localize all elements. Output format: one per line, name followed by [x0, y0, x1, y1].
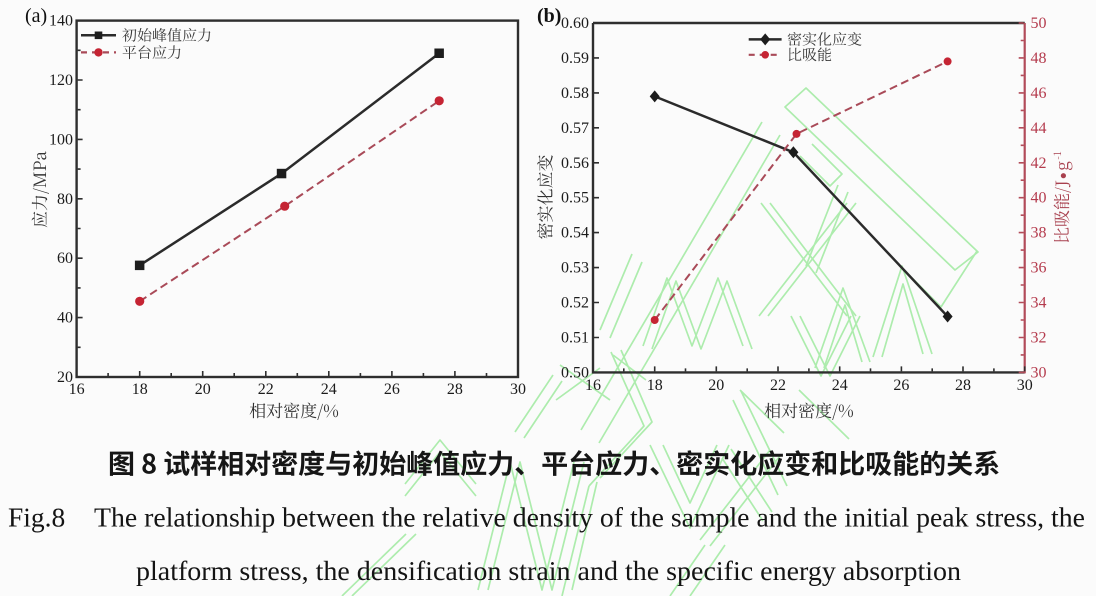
- svg-text:0.58: 0.58: [561, 85, 589, 102]
- svg-text:20: 20: [195, 381, 211, 398]
- svg-text:0.53: 0.53: [561, 260, 589, 277]
- svg-text:16: 16: [585, 377, 601, 394]
- svg-text:18: 18: [647, 377, 663, 394]
- svg-text:40: 40: [57, 310, 73, 327]
- svg-text:30: 30: [1017, 377, 1033, 394]
- svg-text:0.54: 0.54: [561, 225, 589, 242]
- svg-text:0.56: 0.56: [561, 155, 589, 172]
- svg-text:36: 36: [1031, 260, 1047, 277]
- svg-text:24: 24: [832, 377, 848, 394]
- svg-text:22: 22: [770, 377, 786, 394]
- svg-text:60: 60: [57, 250, 73, 267]
- svg-text:The relationship between the r: The relationship between the relative de…: [94, 502, 1085, 533]
- svg-text:80: 80: [57, 191, 73, 208]
- svg-text:(a): (a): [25, 5, 47, 27]
- svg-text:22: 22: [258, 381, 274, 398]
- svg-text:48: 48: [1031, 50, 1047, 67]
- svg-text:42: 42: [1031, 155, 1047, 172]
- svg-text:34: 34: [1031, 295, 1047, 312]
- svg-text:0.50: 0.50: [561, 364, 589, 381]
- svg-text:28: 28: [955, 377, 971, 394]
- svg-text:20: 20: [708, 377, 724, 394]
- svg-text:140: 140: [49, 13, 73, 30]
- svg-text:18: 18: [132, 381, 148, 398]
- svg-text:0.55: 0.55: [561, 190, 589, 207]
- svg-text:46: 46: [1031, 85, 1047, 102]
- svg-text:50: 50: [1031, 15, 1047, 32]
- svg-text:30: 30: [1031, 364, 1047, 381]
- svg-text:44: 44: [1031, 120, 1047, 137]
- svg-text:0.59: 0.59: [561, 50, 589, 67]
- svg-text:0.52: 0.52: [561, 295, 589, 312]
- svg-text:24: 24: [321, 381, 337, 398]
- svg-text:platform stress, the densifica: platform stress, the densification strai…: [136, 555, 961, 586]
- svg-text:20: 20: [57, 369, 73, 386]
- svg-text:0.51: 0.51: [561, 330, 589, 347]
- svg-text:Fig.8: Fig.8: [8, 502, 65, 533]
- svg-text:28: 28: [447, 381, 463, 398]
- svg-text:0.57: 0.57: [561, 120, 589, 137]
- svg-text:(b): (b): [537, 5, 561, 27]
- svg-text:30: 30: [510, 381, 526, 398]
- svg-text:16: 16: [69, 381, 85, 398]
- svg-text:38: 38: [1031, 225, 1047, 242]
- svg-text:26: 26: [893, 377, 909, 394]
- svg-text:32: 32: [1031, 330, 1047, 347]
- svg-text:0.60: 0.60: [561, 15, 589, 32]
- svg-text:26: 26: [384, 381, 400, 398]
- svg-text:120: 120: [49, 72, 73, 89]
- svg-text:100: 100: [49, 131, 73, 148]
- svg-text:40: 40: [1031, 190, 1047, 207]
